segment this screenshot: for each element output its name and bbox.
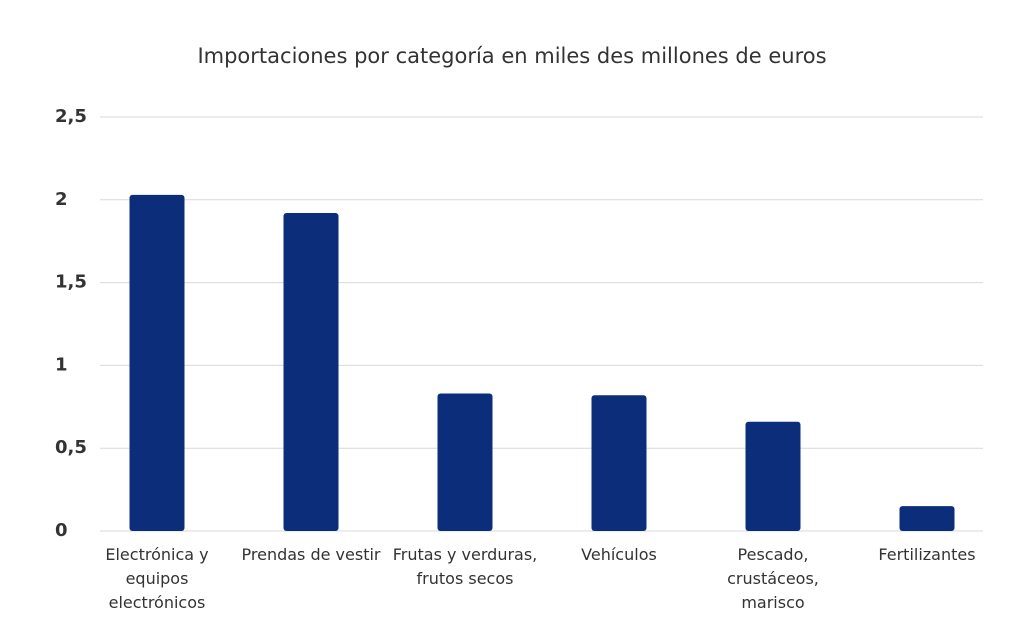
bar [899, 506, 955, 531]
bar [591, 395, 647, 531]
x-tick-label: Vehículos [581, 545, 657, 564]
x-tick-label: Electrónica y equipos electrónicos [105, 545, 209, 612]
x-tick-label: Frutas y verduras, frutos secos [392, 545, 538, 588]
y-tick-label: 2 [55, 189, 68, 210]
bar [129, 194, 185, 531]
bar [283, 213, 339, 531]
x-tick-label: Pescado, crustáceos, marisco [727, 545, 819, 612]
bar [745, 421, 801, 531]
x-tick-label: Prendas de vestir [241, 545, 381, 564]
y-tick-label: 0,5 [55, 437, 87, 458]
y-tick-label: 1,5 [55, 272, 87, 293]
chart-title: Importaciones por categoría en miles des… [197, 44, 826, 68]
y-tick-label: 2,5 [55, 106, 87, 127]
y-tick-label: 1 [55, 354, 68, 375]
bar [437, 393, 493, 531]
y-tick-label: 0 [55, 520, 68, 541]
x-tick-label: Fertilizantes [878, 545, 976, 564]
